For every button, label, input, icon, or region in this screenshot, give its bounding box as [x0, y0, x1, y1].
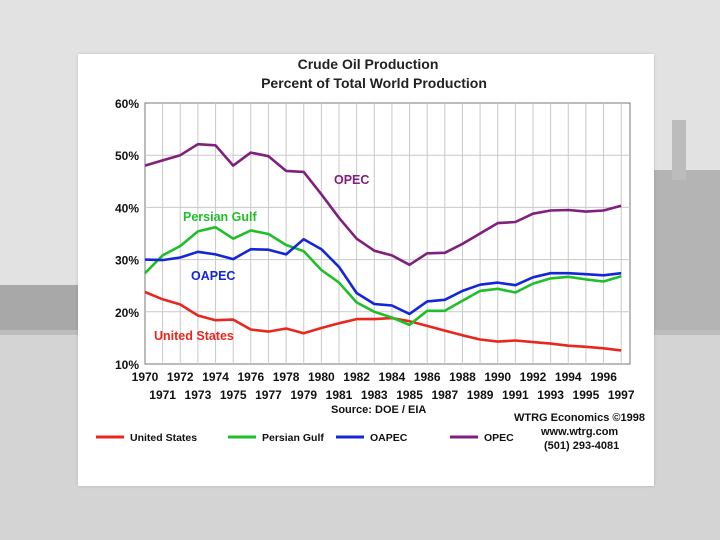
x-tick-label: 1984 [379, 370, 406, 384]
x-tick-label: 1997 [608, 388, 635, 402]
series-line-united-states [144, 290, 622, 352]
x-tick-label: 1970 [132, 370, 159, 384]
oapec-series-label: OAPEC [191, 269, 235, 283]
x-tick-label: 1980 [308, 370, 335, 384]
x-tick-label: 1988 [449, 370, 476, 384]
x-tick-label: 1981 [326, 388, 353, 402]
building-right [654, 170, 720, 330]
series-line-opec [144, 142, 622, 267]
x-tick-label: 1987 [431, 388, 458, 402]
x-tick-label: 1977 [255, 388, 282, 402]
x-tick-label: 1973 [185, 388, 212, 402]
opec-series-label: OPEC [334, 173, 369, 187]
x-tick-label: 1990 [484, 370, 511, 384]
x-tick-label: 1971 [149, 388, 176, 402]
crude-oil-chart: Crude Oil Production Percent of Total Wo… [96, 56, 645, 452]
y-tick-label: 40% [115, 201, 139, 215]
credit-line-1: WTRG Economics ©1998 [514, 412, 645, 424]
x-tick-label: 1991 [502, 388, 529, 402]
series-layer [144, 142, 622, 352]
y-axis-ticks: 10% 20% 30% 40% 50% 60% [115, 97, 139, 372]
x-tick-label: 1979 [290, 388, 317, 402]
y-tick-label: 30% [115, 254, 139, 268]
plot-area [144, 102, 631, 365]
x-axis-ticks: 1970 1972 1974 1976 1978 1980 1982 1984 1986 1988… [132, 370, 635, 402]
tower-right [672, 120, 686, 180]
x-tick-label: 1994 [555, 370, 582, 384]
building-left [0, 285, 78, 330]
chart-card: Crude Oil Production Percent of Total Wo… [78, 54, 654, 486]
persian-gulf-series-label: Persian Gulf [183, 210, 257, 224]
x-tick-label: 1975 [220, 388, 247, 402]
x-tick-label: 1985 [396, 388, 423, 402]
series-line-persian-gulf [144, 225, 622, 327]
chart-title: Crude Oil Production [298, 56, 439, 72]
x-tick-label: 1976 [237, 370, 264, 384]
series-line-oapec [144, 237, 622, 316]
legend: United States Persian Gulf OAPEC OPEC [96, 432, 514, 444]
legend-label: OPEC [484, 432, 514, 444]
x-tick-label: 1992 [520, 370, 547, 384]
x-tick-label: 1993 [537, 388, 564, 402]
credit-line-3: (501) 293-4081 [544, 440, 619, 452]
x-tick-label: 1972 [167, 370, 194, 384]
credit-line-2: www.wtrg.com [540, 426, 618, 438]
y-tick-label: 60% [115, 97, 139, 111]
united-states-series-label: United States [154, 329, 234, 343]
y-tick-label: 20% [115, 306, 139, 320]
x-tick-label: 1996 [590, 370, 617, 384]
chart-subtitle: Percent of Total World Production [261, 75, 487, 91]
legend-label: OAPEC [370, 432, 408, 444]
x-tick-label: 1983 [361, 388, 388, 402]
x-tick-label: 1974 [202, 370, 229, 384]
x-tick-label: 1986 [414, 370, 441, 384]
x-tick-label: 1982 [343, 370, 370, 384]
x-tick-label: 1995 [573, 388, 600, 402]
legend-label: United States [130, 432, 197, 444]
x-tick-label: 1978 [273, 370, 300, 384]
source-note: Source: DOE / EIA [331, 404, 426, 416]
legend-label: Persian Gulf [262, 432, 324, 444]
y-tick-label: 50% [115, 149, 139, 163]
y-tick-label: 10% [115, 358, 139, 372]
x-tick-label: 1989 [467, 388, 494, 402]
